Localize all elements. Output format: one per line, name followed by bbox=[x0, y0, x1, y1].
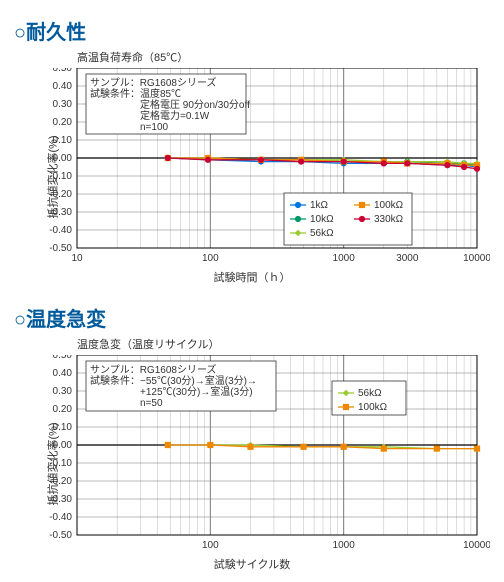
svg-text:0.50: 0.50 bbox=[53, 355, 73, 361]
svg-text:n=50: n=50 bbox=[90, 398, 163, 409]
svg-text:10kΩ: 10kΩ bbox=[310, 214, 334, 225]
svg-text:定格電圧 90分on/30分off: 定格電圧 90分on/30分off bbox=[90, 98, 250, 111]
svg-text:0.40: 0.40 bbox=[53, 368, 73, 379]
svg-text:0.20: 0.20 bbox=[53, 117, 73, 128]
svg-text:10: 10 bbox=[71, 253, 83, 264]
svg-text:定格電力=0.1W: 定格電力=0.1W bbox=[90, 109, 210, 122]
svg-text:100: 100 bbox=[202, 253, 219, 264]
svg-text:0.30: 0.30 bbox=[53, 386, 73, 397]
svg-text:100kΩ: 100kΩ bbox=[374, 200, 404, 211]
svg-text:10000: 10000 bbox=[463, 540, 490, 551]
chart2-title: 温度急変（温度リサイクル） bbox=[77, 336, 490, 352]
svg-text:サンプル：RG1608シリーズ: サンプル：RG1608シリーズ bbox=[90, 76, 216, 89]
svg-text:1000: 1000 bbox=[333, 540, 356, 551]
svg-text:+125℃(30分)→室温(3分): +125℃(30分)→室温(3分) bbox=[90, 385, 253, 398]
chart1-ylabel: 抵抗値変化率(%) bbox=[45, 135, 61, 218]
svg-text:-0.50: -0.50 bbox=[49, 243, 72, 254]
chart2-xlabel: 試験サイクル数 bbox=[14, 556, 490, 572]
svg-text:1kΩ: 1kΩ bbox=[310, 200, 329, 211]
svg-text:0.30: 0.30 bbox=[53, 99, 73, 110]
svg-text:0.50: 0.50 bbox=[53, 68, 73, 74]
svg-text:サンプル：RG1608シリーズ: サンプル：RG1608シリーズ bbox=[90, 363, 216, 376]
svg-text:100kΩ: 100kΩ bbox=[358, 402, 388, 413]
svg-text:-0.40: -0.40 bbox=[49, 512, 72, 523]
svg-text:試験条件：温度85℃: 試験条件：温度85℃ bbox=[90, 87, 181, 100]
chart1-title: 高温負荷寿命（85℃） bbox=[77, 49, 490, 65]
svg-text:1000: 1000 bbox=[333, 253, 356, 264]
chart1-xlabel: 試験時間（ｈ） bbox=[14, 269, 490, 285]
svg-text:10000: 10000 bbox=[463, 253, 490, 264]
section-title-1: ○耐久性 bbox=[14, 16, 490, 45]
svg-text:330kΩ: 330kΩ bbox=[374, 214, 404, 225]
chart2-wrap: 抵抗値変化率(%) 0.500.400.300.200.100.00-0.10-… bbox=[14, 355, 490, 572]
svg-text:-0.40: -0.40 bbox=[49, 225, 72, 236]
svg-text:56kΩ: 56kΩ bbox=[358, 388, 382, 399]
chart2-svg: 0.500.400.300.200.100.00-0.10-0.20-0.30-… bbox=[14, 355, 490, 553]
section-title-2: ○温度急変 bbox=[14, 303, 490, 332]
chart1-svg: 0.500.400.300.200.100.00-0.10-0.20-0.30-… bbox=[14, 68, 490, 266]
svg-text:n=100: n=100 bbox=[90, 122, 169, 133]
svg-text:0.20: 0.20 bbox=[53, 404, 73, 415]
svg-text:0.40: 0.40 bbox=[53, 81, 73, 92]
svg-text:-0.50: -0.50 bbox=[49, 530, 72, 541]
chart1-wrap: 抵抗値変化率(%) 0.500.400.300.200.100.00-0.10-… bbox=[14, 68, 490, 285]
svg-text:試験条件：−55℃(30分)→室温(3分)→: 試験条件：−55℃(30分)→室温(3分)→ bbox=[90, 374, 257, 387]
chart2-ylabel: 抵抗値変化率(%) bbox=[45, 422, 61, 505]
svg-text:56kΩ: 56kΩ bbox=[310, 228, 334, 239]
svg-text:3000: 3000 bbox=[396, 253, 419, 264]
svg-text:100: 100 bbox=[202, 540, 219, 551]
